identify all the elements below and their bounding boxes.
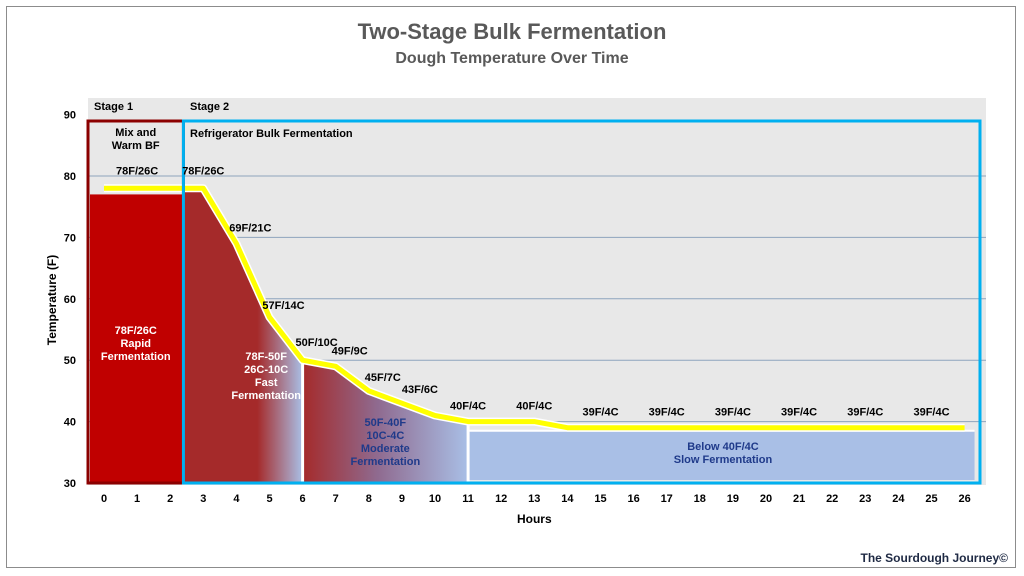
x-tick-label: 17 — [661, 493, 673, 505]
x-tick-label: 13 — [528, 493, 540, 505]
temperature-curve — [104, 185, 965, 431]
stage2-box-title: Refrigerator Bulk Fermentation — [190, 128, 353, 140]
data-label: 40F/4C — [516, 401, 552, 413]
x-tick-label: 26 — [958, 493, 970, 505]
data-label: 69F/21C — [229, 223, 271, 235]
zone-moderate-area — [302, 360, 469, 483]
x-tick-label: 12 — [495, 493, 507, 505]
x-tick-label: 1 — [134, 493, 140, 505]
data-label: 39F/4C — [582, 407, 618, 419]
y-tick-label: 30 — [64, 478, 76, 490]
data-label: 39F/4C — [781, 407, 817, 419]
x-tick-label: 4 — [233, 493, 240, 505]
zone-fast-area — [183, 191, 303, 483]
y-tick-label: 90 — [64, 110, 76, 122]
x-tick-label: 25 — [925, 493, 937, 505]
stage2-label: Stage 2 — [190, 101, 229, 113]
x-tick-label: 22 — [826, 493, 838, 505]
y-axis-title: Temperature (F) — [45, 255, 59, 345]
zone-fast-label: 78F-50F 26C-10C Fast Fermentation — [231, 351, 301, 402]
data-label: 50F/10C — [295, 337, 337, 349]
y-tick-label: 70 — [64, 232, 76, 244]
x-tick-label: 21 — [793, 493, 805, 505]
x-tick-label: 2 — [167, 493, 173, 505]
y-tick-label: 40 — [64, 417, 76, 429]
zone-rapid-area — [90, 194, 184, 484]
x-tick-label: 10 — [429, 493, 441, 505]
credit-text: The Sourdough Journey© — [860, 551, 1008, 565]
zone-slow-label: Below 40F/4C Slow Fermentation — [674, 441, 773, 466]
y-tick-label: 60 — [64, 294, 76, 306]
x-tick-label: 14 — [561, 493, 574, 505]
data-label: 78F/26C — [182, 165, 224, 177]
x-tick-label: 19 — [727, 493, 739, 505]
data-label: 43F/6C — [402, 384, 438, 396]
x-tick-label: 8 — [366, 493, 372, 505]
data-label: 57F/14C — [262, 300, 304, 312]
data-label: 49F/9C — [332, 345, 368, 357]
x-tick-label: 3 — [200, 493, 206, 505]
x-tick-label: 6 — [300, 493, 306, 505]
zone-rapid-label: 78F/26C Rapid Fermentation — [101, 325, 171, 363]
x-tick-label: 18 — [694, 493, 706, 505]
x-tick-label: 24 — [892, 493, 905, 505]
y-tick-label: 80 — [64, 171, 76, 183]
zone-slow-area — [468, 430, 975, 480]
chart-title: Two-Stage Bulk Fermentation — [357, 19, 667, 44]
x-tick-label: 5 — [266, 493, 272, 505]
data-label: 40F/4C — [450, 401, 486, 413]
x-tick-label: 0 — [101, 493, 107, 505]
x-tick-label: 7 — [333, 493, 339, 505]
data-label: 39F/4C — [715, 407, 751, 419]
chart-frame — [6, 6, 1016, 568]
chart-subtitle: Dough Temperature Over Time — [395, 50, 629, 67]
x-tick-label: 9 — [399, 493, 405, 505]
x-tick-label: 15 — [594, 493, 606, 505]
zone-moderate-label: 50F-40F 10C-4C Moderate Fermentation — [351, 417, 421, 468]
data-label: 39F/4C — [847, 407, 883, 419]
data-label: 39F/4C — [649, 407, 685, 419]
y-tick-label: 50 — [64, 355, 76, 367]
data-label: 45F/7C — [365, 372, 401, 384]
x-tick-label: 16 — [627, 493, 639, 505]
data-label: 78F/26C — [116, 165, 158, 177]
stage1-box-title: Mix and Warm BF — [112, 127, 160, 152]
x-tick-label: 23 — [859, 493, 871, 505]
x-axis-title: Hours — [517, 512, 552, 526]
stage2-box — [181, 119, 982, 485]
x-tick-label: 11 — [462, 493, 474, 505]
data-label: 39F/4C — [913, 407, 949, 419]
x-tick-label: 20 — [760, 493, 772, 505]
stage1-label: Stage 1 — [94, 101, 133, 113]
